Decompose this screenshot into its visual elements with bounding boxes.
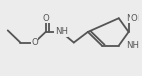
Text: O: O xyxy=(131,14,137,23)
Text: O: O xyxy=(42,14,49,23)
Text: NH: NH xyxy=(126,41,139,50)
Text: O: O xyxy=(31,38,38,47)
Text: NH: NH xyxy=(55,27,68,36)
Text: NH: NH xyxy=(126,14,139,23)
